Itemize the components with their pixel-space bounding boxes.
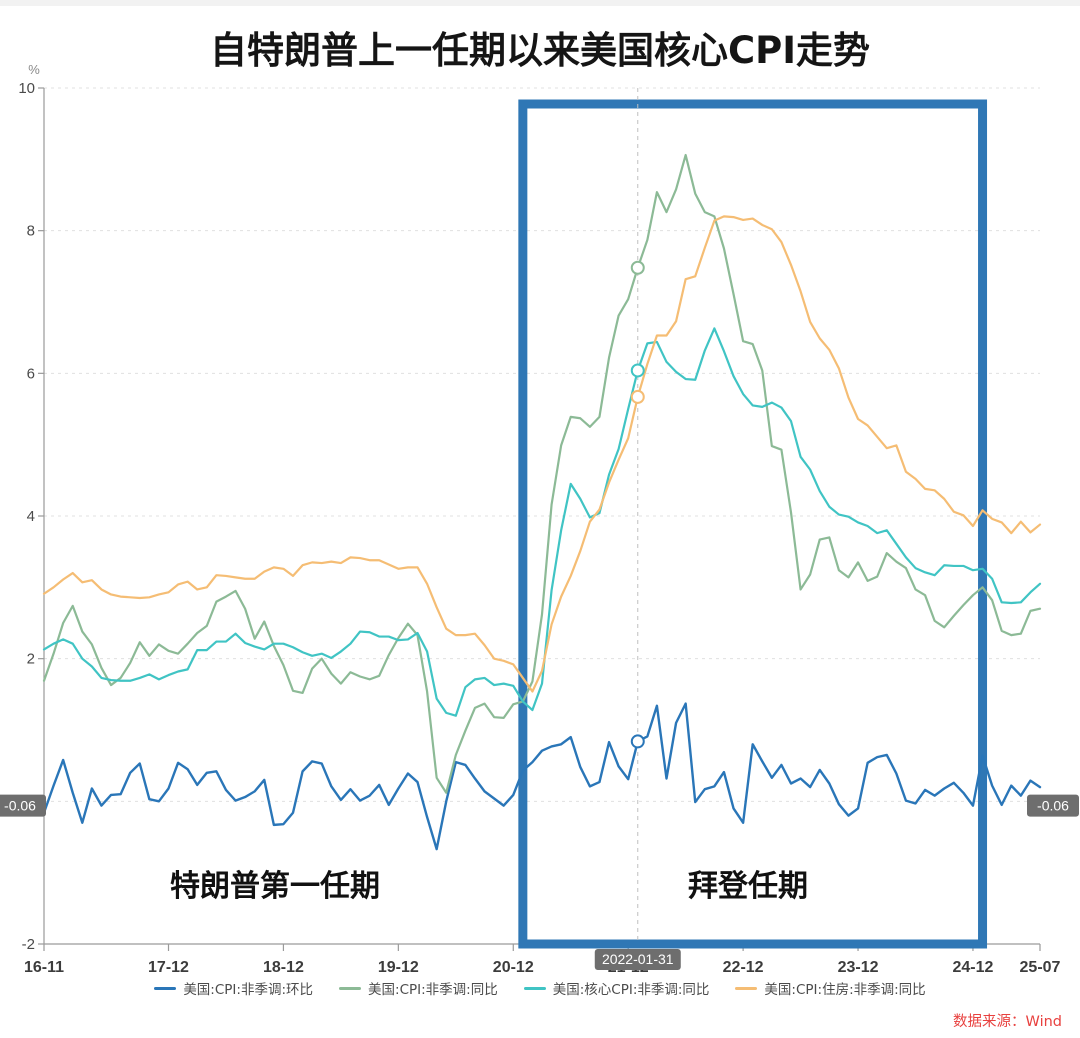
biden-term-highlight-rect [518, 99, 988, 949]
y-axis-tick-label: 8 [27, 223, 35, 240]
x-axis-tick-label: 25-07 [1020, 959, 1061, 976]
x-axis-tick-label: 16-11 [24, 959, 64, 976]
value-badge-left [0, 794, 46, 817]
x-axis-tick-label: 19-12 [378, 959, 419, 976]
value-badge-right [1027, 794, 1079, 817]
series-line [42, 702, 1042, 851]
data-point-marker[interactable] [630, 734, 645, 749]
legend-item[interactable]: 美国:CPI:非季调:同比 [339, 978, 498, 998]
data-point-marker[interactable] [630, 363, 645, 378]
legend-item[interactable]: 美国:核心CPI:非季调:同比 [523, 978, 710, 998]
y-axis-tick-label: 6 [27, 365, 35, 382]
crosshair-date-badge-label: 2022-01-31 [602, 951, 674, 967]
y-axis-tick-label: 2 [27, 651, 35, 668]
annotation-biden-term: 拜登任期 [688, 869, 808, 904]
legend-item[interactable]: 美国:CPI:住房:非季调:同比 [735, 978, 926, 998]
series-line [42, 215, 1042, 693]
series-line [42, 327, 1042, 717]
legend-color-swatch [735, 986, 758, 990]
y-axis-tick-label: -2 [22, 936, 35, 953]
x-axis-tick-label: 24-12 [953, 959, 994, 976]
chart-legend: 美国:CPI:非季调:环比 美国:CPI:非季调:同比 美国:核心CPI:非季调:同… [0, 978, 1080, 998]
legend-item[interactable]: 美国:CPI:非季调:环比 [154, 978, 313, 998]
crosshair-date-badge [594, 949, 681, 970]
annotation-trump-term: 特朗普第一任期 [170, 869, 380, 904]
source-note: 数据来源：Wind [953, 1014, 1062, 1030]
top-strip [0, 0, 1080, 6]
legend-label: 美国:CPI:非季调:同比 [368, 982, 498, 998]
x-axis-tick-label: 20-12 [493, 959, 534, 976]
series-line [42, 153, 1042, 794]
page-title: 自特朗普上一任期以来美国核心CPI走势 [209, 29, 871, 72]
y-axis-tick-label: 10 [18, 80, 35, 97]
value-badge-left-label: -0.06 [4, 798, 36, 814]
x-axis-tick-label: 18-12 [263, 959, 304, 976]
data-point-marker[interactable] [630, 389, 645, 404]
legend-label: 美国:CPI:住房:非季调:同比 [764, 982, 926, 998]
legend-color-swatch [523, 986, 546, 990]
x-axis-tick-label: 22-12 [723, 959, 764, 976]
x-axis-tick-label: 17-12 [148, 959, 189, 976]
value-badge-right-label: -0.06 [1037, 798, 1069, 814]
data-point-marker[interactable] [630, 260, 645, 275]
x-axis-tick-label: 23-12 [838, 959, 879, 976]
legend-color-swatch [154, 986, 177, 990]
legend-color-swatch [339, 986, 362, 990]
y-axis-unit-label: % [28, 62, 40, 77]
y-axis-tick-label: 4 [27, 508, 35, 525]
legend-label: 美国:CPI:非季调:环比 [183, 982, 314, 998]
legend-label: 美国:核心CPI:非季调:同比 [552, 982, 710, 998]
